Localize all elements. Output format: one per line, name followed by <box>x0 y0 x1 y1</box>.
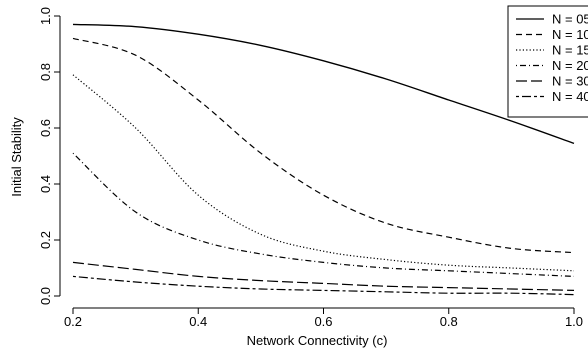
y-tick-label: 0.6 <box>38 119 53 137</box>
series-line-5 <box>72 261 575 291</box>
x-axis-title: Network Connectivity (c) <box>247 333 388 348</box>
x-tick-label: 1.0 <box>565 314 583 329</box>
legend-box <box>507 5 588 118</box>
legend-label: N = 40 <box>552 89 588 104</box>
series-line-1 <box>72 23 575 145</box>
y-tick-label: 0.0 <box>38 287 53 305</box>
series-line-6 <box>72 275 575 296</box>
x-tick-label: 0.6 <box>314 314 332 329</box>
series-line-3 <box>72 74 575 272</box>
plot-area <box>73 16 574 296</box>
legend-label: N = 30 <box>552 74 588 89</box>
y-tick-label: 0.2 <box>38 231 53 249</box>
y-tick-label: 0.8 <box>38 63 53 81</box>
y-tick-label: 0.4 <box>38 175 53 193</box>
plot-lines <box>72 23 575 296</box>
legend-label: N = 15 <box>552 43 588 58</box>
legend-label: N = 10 <box>552 27 588 42</box>
legend: N = 05N = 10N = 15N = 20N = 30N = 40 <box>507 5 588 118</box>
axes: 0.2 0.4 0.6 0.8 1.0 0.0 0.2 0.4 0.6 0.8 1.0 <box>38 7 583 329</box>
series-line-4 <box>72 152 575 277</box>
legend-label: N = 05 <box>552 12 588 27</box>
x-tick-label: 0.8 <box>440 314 458 329</box>
legend-label: N = 20 <box>552 58 588 73</box>
series-line-2 <box>72 37 575 254</box>
x-tick-label: 0.2 <box>64 314 82 329</box>
x-tick-label: 0.4 <box>189 314 207 329</box>
y-axis-title: Initial Stability <box>9 117 24 197</box>
y-tick-label: 1.0 <box>38 7 53 25</box>
